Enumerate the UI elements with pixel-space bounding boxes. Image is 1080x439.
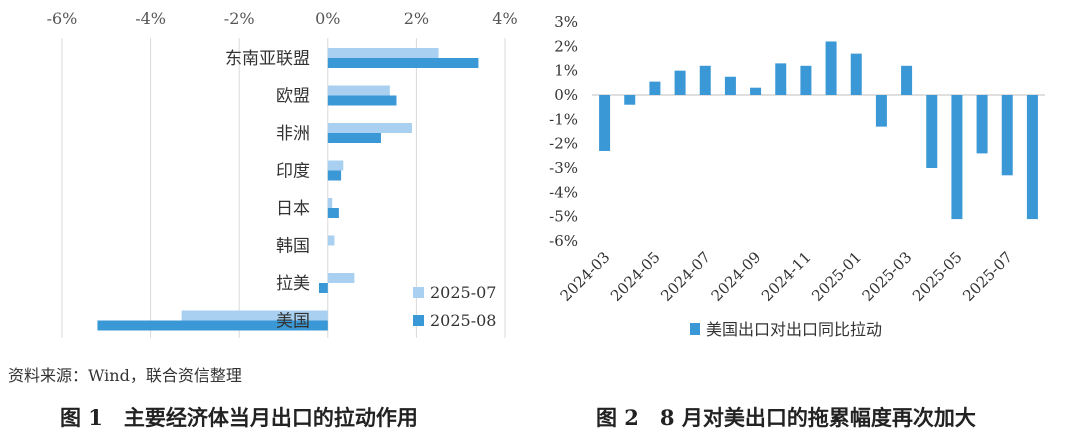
y-tick-label: -6% — [549, 232, 578, 250]
bar-2025-07 — [327, 160, 344, 171]
x-tick-label: 2024-07 — [657, 248, 714, 305]
y-tick-label: -1% — [549, 110, 578, 128]
bar-2025-08 — [327, 95, 397, 106]
bar-2025-08 — [97, 320, 328, 331]
y-tick-label: -5% — [549, 208, 578, 226]
bar-2025-02 — [875, 95, 887, 127]
y-tick-label: -3% — [549, 159, 578, 177]
y-tick-label: 0% — [554, 86, 578, 104]
bar-2025-08 — [327, 170, 342, 181]
x-tick-label: 2025-07 — [959, 248, 1016, 305]
x-tick-label: -2% — [224, 9, 255, 28]
bar-2025-01 — [850, 53, 862, 95]
bar-2025-07 — [327, 48, 439, 58]
legend-label: 美国出口对出口同比拉动 — [706, 320, 882, 339]
bar-2025-06 — [976, 95, 988, 154]
bar-2025-08 — [327, 58, 479, 68]
y-tick-label: 2% — [554, 37, 578, 55]
legend-swatch — [690, 323, 700, 335]
category-label: 东南亚联盟 — [225, 49, 310, 69]
bar-2025-07 — [327, 198, 333, 208]
bar-2024-07 — [699, 65, 711, 95]
category-label: 美国 — [276, 312, 310, 332]
x-tick-label: 2025-03 — [859, 248, 916, 305]
bar-2025-07 — [1001, 95, 1013, 176]
x-tick-label: 4% — [492, 9, 517, 28]
bar-2025-03 — [901, 65, 913, 95]
y-tick-label: 3% — [554, 13, 578, 31]
bar-2025-08 — [318, 283, 328, 293]
bar-2024-09 — [750, 87, 762, 95]
legend-swatch — [413, 315, 424, 326]
bar-2025-07 — [327, 235, 335, 246]
figure-1-caption: 图 1 主要经济体当月出口的拉动作用 — [60, 405, 418, 430]
bar-2025-04 — [926, 95, 938, 168]
bar-2024-08 — [724, 76, 736, 95]
bar-2025-07 — [327, 273, 355, 283]
category-label: 韩国 — [276, 237, 310, 257]
y-tick-label: -4% — [549, 183, 578, 201]
x-tick-label: 2025-01 — [808, 248, 865, 305]
legend-swatch — [413, 287, 424, 298]
x-tick-label: 2024-09 — [708, 248, 765, 305]
category-label: 欧盟 — [276, 87, 310, 107]
bar-2025-07 — [181, 310, 328, 321]
bar-2024-11 — [800, 65, 812, 95]
bar-2024-06 — [674, 70, 686, 95]
category-label: 印度 — [276, 162, 310, 182]
bar-2024-12 — [825, 41, 837, 95]
category-label: 非洲 — [276, 124, 310, 144]
x-tick-label: 2024-11 — [758, 248, 815, 305]
x-tick-label: 2% — [404, 9, 429, 28]
x-tick-label: 2024-05 — [607, 248, 664, 305]
bar-2024-10 — [775, 63, 787, 95]
bar-2025-08 — [327, 133, 381, 143]
category-label: 拉美 — [276, 274, 310, 294]
x-tick-label: -4% — [135, 9, 166, 28]
bar-2025-07 — [327, 123, 412, 133]
x-tick-label: -6% — [47, 9, 78, 28]
x-tick-label: 2024-03 — [557, 248, 614, 305]
y-tick-label: -2% — [549, 135, 578, 153]
bar-2025-08 — [1026, 95, 1038, 220]
figure-2-caption: 图 2 8 月对美出口的拖累幅度再次加大 — [596, 405, 976, 430]
category-label: 日本 — [276, 199, 310, 219]
x-tick-label: 0% — [315, 9, 340, 28]
source-note: 资料来源：Wind，联合资信整理 — [8, 366, 242, 385]
bar-2025-08 — [327, 208, 339, 218]
chart-us-export-drag: 3% 2% 1% 0% -1% -2% -3% -4% -5% -6%2024-032024-05… — [549, 13, 1045, 339]
legend-label: 2025-07 — [430, 283, 496, 302]
x-tick-label: 2025-05 — [909, 248, 966, 305]
bar-2024-03 — [599, 95, 611, 151]
bar-2025-07 — [327, 85, 390, 96]
bar-2025-05 — [951, 95, 963, 220]
legend-label: 2025-08 — [430, 311, 496, 330]
bar-2024-04 — [624, 95, 636, 105]
y-tick-label: 1% — [554, 62, 578, 80]
bar-2024-05 — [649, 81, 661, 95]
